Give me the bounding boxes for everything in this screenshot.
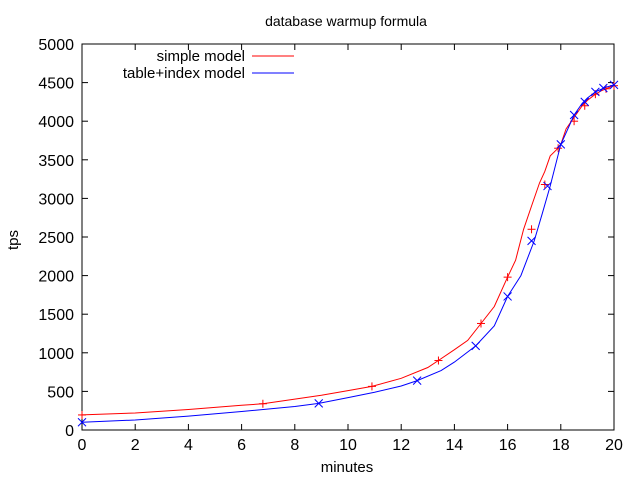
y-tick-label: 3500 <box>38 153 74 170</box>
data-point-table-index-model <box>471 341 481 351</box>
data-point-table-index-model <box>77 417 87 427</box>
data-point-simple-model <box>367 382 376 391</box>
data-point-table-index-model <box>412 376 422 385</box>
y-tick-label: 5000 <box>38 37 74 54</box>
y-tick-labels: 0 500 1000 1500 2000 2500 3000 3500 4000 4500 5000 <box>38 37 74 440</box>
chart-title: database warmup formula <box>265 13 427 29</box>
y-tick-label: 3000 <box>38 191 74 208</box>
y-tick-label: 2500 <box>38 230 74 247</box>
x-tick-labels: 0 2 4 6 8 10 12 14 16 18 20 <box>78 437 623 454</box>
data-point-simple-model <box>258 399 267 408</box>
y-tick-label: 500 <box>47 384 74 401</box>
axis-ticks <box>81 43 615 431</box>
x-tick-label: 0 <box>78 437 87 454</box>
data-point-table-index-model <box>599 83 608 93</box>
y-tick-label: 4500 <box>38 76 74 93</box>
x-tick-label: 10 <box>339 437 357 454</box>
data-point-table-index-model <box>580 97 590 107</box>
y-tick-label: 0 <box>65 423 74 440</box>
data-point-table-index-model <box>569 110 579 120</box>
data-point-simple-model <box>477 319 485 328</box>
y-tick-label: 1500 <box>38 307 74 324</box>
x-tick-label: 8 <box>290 437 299 454</box>
x-axis-label: minutes <box>321 459 374 476</box>
y-tick-label: 2000 <box>38 269 74 286</box>
x-tick-label: 20 <box>605 437 623 454</box>
data-point-table-index-model <box>503 292 512 301</box>
series-simple-model <box>78 81 618 419</box>
x-tick-label: 16 <box>499 437 517 454</box>
data-point-table-index-model <box>314 399 324 408</box>
series-line-table-index-model <box>81 84 615 423</box>
data-point-simple-model <box>503 273 512 282</box>
y-tick-label: 1000 <box>38 346 74 363</box>
x-tick-label: 2 <box>131 437 140 454</box>
legend-label-simple-model: simple model <box>157 48 245 65</box>
data-point-simple-model <box>540 180 549 189</box>
data-point-table-index-model <box>543 181 552 191</box>
series-line-simple-model <box>81 85 615 416</box>
y-tick-label: 4000 <box>38 114 74 131</box>
data-point-simple-model <box>554 144 563 153</box>
data-point-simple-model <box>527 225 536 234</box>
data-point-simple-model <box>434 356 443 365</box>
data-point-table-index-model <box>527 236 536 246</box>
x-tick-label: 6 <box>237 437 246 454</box>
legend: simple model table+index model <box>123 48 294 82</box>
data-point-table-index-model <box>591 87 600 97</box>
y-axis-label: tps <box>5 230 22 250</box>
legend-label-table-index-model: table+index model <box>123 65 245 82</box>
x-tick-label: 4 <box>184 437 193 454</box>
plot-frame <box>81 43 615 431</box>
data-point-table-index-model <box>556 140 566 149</box>
series-layer <box>77 80 619 427</box>
series-table-index-model <box>77 80 619 427</box>
x-tick-label: 14 <box>446 437 464 454</box>
data-point-simple-model <box>78 410 86 419</box>
x-tick-label: 18 <box>552 437 570 454</box>
x-tick-label: 12 <box>392 437 410 454</box>
data-point-simple-model <box>580 101 589 110</box>
data-point-table-index-model <box>609 80 619 90</box>
